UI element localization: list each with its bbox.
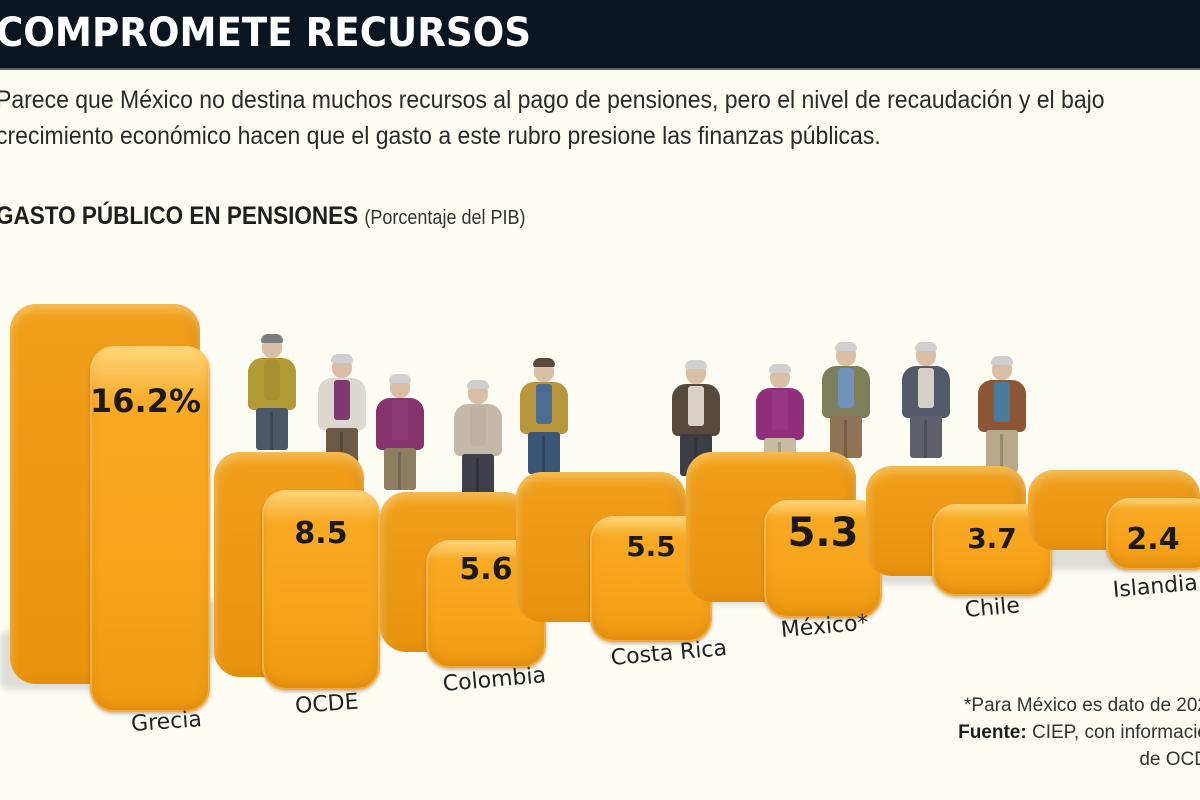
intro-paragraph: Parece que México no destina muchos recu… (0, 82, 1174, 154)
category-label: Grecia (130, 707, 203, 737)
category-label: Colombia (441, 663, 547, 697)
chart-title-main: GASTO PÚBLICO EN PENSIONES (0, 202, 359, 230)
chart-title: GASTO PÚBLICO EN PENSIONES (Porcentaje d… (0, 202, 525, 231)
intro-text: Parece que México no destina muchos recu… (0, 86, 1105, 150)
footnote-note: *Para México es dato de 202 (964, 695, 1200, 716)
bar-value: 3.7 (967, 522, 1017, 555)
source-label: Fuente: (958, 722, 1027, 743)
chart-subtitle: (Porcentaje del PIB) (364, 207, 526, 229)
source-line-2: de OCD (1139, 749, 1200, 770)
header-bar: COMPROMETE RECURSOS (0, 0, 1200, 70)
bar-value: 5.6 (459, 552, 513, 587)
bar-value: 16.2% (90, 382, 202, 420)
category-label: OCDE (294, 689, 360, 719)
source-text: CIEP, con informació (1031, 722, 1200, 743)
headline: COMPROMETE RECURSOS (0, 10, 532, 56)
bar-value: 5.5 (626, 530, 676, 563)
footnote: *Para México es dato de 202 Fuente: CIEP… (958, 692, 1200, 773)
category-label: Islandia (1111, 570, 1199, 603)
bar-value: 5.3 (787, 510, 859, 556)
bar-value: 2.4 (1126, 522, 1180, 557)
source-line: Fuente: CIEP, con informació (958, 719, 1200, 746)
bar-value: 8.5 (294, 516, 348, 551)
category-label: Chile (963, 593, 1021, 623)
